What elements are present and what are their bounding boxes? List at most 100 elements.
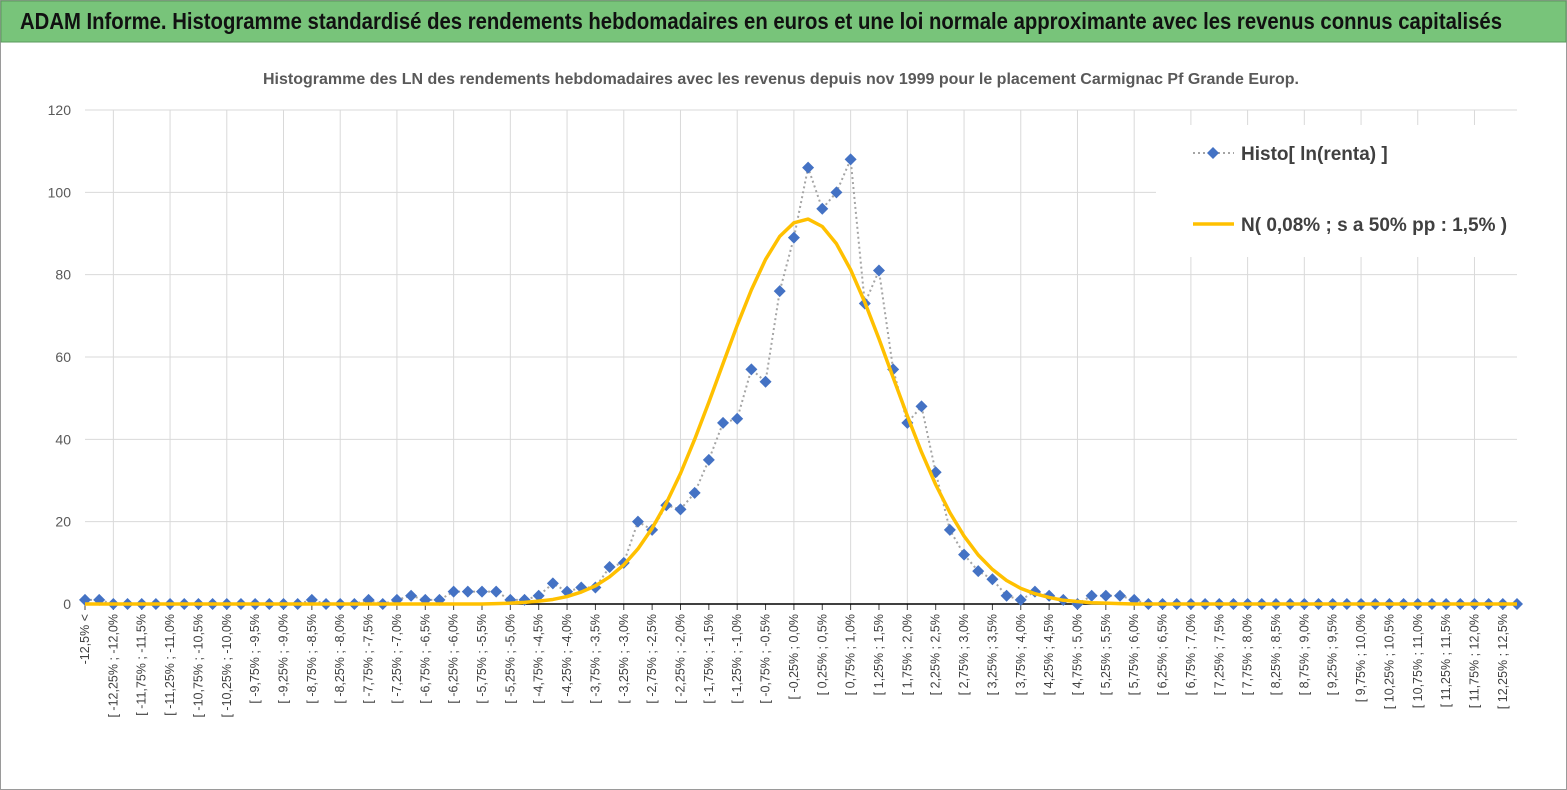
data-point bbox=[1099, 589, 1112, 602]
x-tick-label: [ -0,25% ; 0,0% bbox=[787, 614, 801, 699]
y-tick-label: 80 bbox=[55, 267, 71, 283]
data-point bbox=[759, 375, 772, 388]
x-tick-label: [ 8,25% ; 8,5% bbox=[1269, 614, 1283, 695]
x-tick-label: [ 7,25% ; 7,5% bbox=[1212, 614, 1226, 695]
data-point bbox=[802, 161, 815, 174]
legend: Histo[ ln(renta) ] N( 0,08% ; s a 50% pp … bbox=[1156, 125, 1517, 257]
x-tick-label: [ -6,25% ; -6,0% bbox=[447, 614, 461, 704]
x-tick-label: [ -12,25% ; -12,0% bbox=[106, 614, 120, 718]
data-point bbox=[986, 573, 999, 586]
x-tick-label: [ -5,75% ; -5,5% bbox=[475, 614, 489, 704]
x-tick-label: [ -3,25% ; -3,0% bbox=[617, 614, 631, 704]
x-tick-label: [ 9,25% ; 9,5% bbox=[1326, 614, 1340, 695]
x-tick-label: [ 3,25% ; 3,5% bbox=[985, 614, 999, 695]
data-point bbox=[490, 585, 503, 598]
x-tick-label: [ -8,75% ; -8,5% bbox=[305, 614, 319, 704]
x-tick-label: [ -1,25% ; -1,0% bbox=[730, 614, 744, 704]
x-tick-label: [ 10,25% ; 10,5% bbox=[1382, 614, 1396, 709]
x-tick-label: [ 0,75% ; 1,0% bbox=[844, 614, 858, 695]
x-tick-label: [ -7,75% ; -7,5% bbox=[362, 614, 376, 704]
data-point bbox=[773, 285, 786, 298]
data-point bbox=[872, 264, 885, 277]
legend-box bbox=[1156, 125, 1517, 257]
header-title: ADAM Informe. Histogramme standardisé de… bbox=[20, 8, 1502, 34]
data-point bbox=[688, 486, 701, 499]
x-tick-label: [ -4,25% ; -4,0% bbox=[560, 614, 574, 704]
chart-title: Histogramme des LN des rendements hebdom… bbox=[263, 71, 1299, 88]
data-point bbox=[603, 560, 616, 573]
data-point bbox=[717, 416, 730, 429]
header-bar bbox=[0, 0, 1567, 43]
data-point bbox=[830, 186, 843, 199]
x-tick-label: [ 4,75% ; 5,0% bbox=[1070, 614, 1084, 695]
data-point bbox=[745, 363, 758, 376]
data-point bbox=[972, 565, 985, 578]
x-tick-label: [ 8,75% ; 9,0% bbox=[1297, 614, 1311, 695]
x-tick-label: [ -11,25% ; -11,0% bbox=[163, 614, 177, 716]
data-point bbox=[674, 503, 687, 516]
grid: 0 20 40 60 80 100 120 -12,5% < [ -12,25% ; -12,0… bbox=[48, 102, 1517, 718]
x-tick-label: [ -10,75% ; -10,5% bbox=[191, 614, 205, 718]
x-tick-label: [ 12,25% ; 12,5% bbox=[1496, 614, 1510, 709]
x-tick-label: [ -7,25% ; -7,0% bbox=[390, 614, 404, 704]
x-tick-label: [ 0,25% ; 0,5% bbox=[815, 614, 829, 695]
data-point bbox=[915, 400, 928, 413]
x-tick-label: [ 6,25% ; 6,5% bbox=[1156, 614, 1170, 695]
legend-marker bbox=[1207, 147, 1219, 159]
data-point bbox=[731, 412, 744, 425]
data-point bbox=[943, 523, 956, 536]
data-point bbox=[1014, 593, 1027, 606]
y-tick-label: 20 bbox=[55, 514, 71, 530]
data-point bbox=[958, 548, 971, 561]
x-tick-label: [ 5,75% ; 6,0% bbox=[1127, 614, 1141, 695]
x-tick-label: [ 9,75% ; 10,0% bbox=[1354, 614, 1368, 702]
x-tick-label: [ 1,75% ; 2,0% bbox=[900, 614, 914, 695]
x-tick-label: [ -6,75% ; -6,5% bbox=[418, 614, 432, 704]
data-point bbox=[532, 589, 545, 602]
x-tick-label: [ 7,75% ; 8,0% bbox=[1241, 614, 1255, 695]
y-tick-label: 60 bbox=[55, 349, 71, 365]
x-tick-label: [ -10,25% ; -10,0% bbox=[220, 614, 234, 718]
x-tick-label: [ 2,25% ; 2,5% bbox=[929, 614, 943, 695]
x-tick-label: [ -9,25% ; -9,0% bbox=[276, 614, 290, 704]
data-point bbox=[702, 453, 715, 466]
x-tick-label: [ 4,25% ; 4,5% bbox=[1042, 614, 1056, 695]
x-tick-label: [ -9,75% ; -9,5% bbox=[248, 614, 262, 704]
data-point bbox=[1114, 589, 1127, 602]
x-tick-label: [ -4,75% ; -4,5% bbox=[532, 614, 546, 704]
data-point bbox=[461, 585, 474, 598]
legend-label: N( 0,08% ; s a 50% pp : 1,5% ) bbox=[1241, 215, 1507, 236]
legend-label: Histo[ ln(renta) ] bbox=[1241, 144, 1388, 165]
x-tick-label: [ -5,25% ; -5,0% bbox=[503, 614, 517, 704]
x-tick-label: [ -2,75% ; -2,5% bbox=[645, 614, 659, 704]
x-tick-label: [ 11,25% ; 11,5% bbox=[1439, 614, 1453, 707]
x-tick-label: [ -11,75% ; -11,5% bbox=[135, 614, 149, 716]
data-point bbox=[447, 585, 460, 598]
x-tick-label: [ 3,75% ; 4,0% bbox=[1014, 614, 1028, 695]
plot-area bbox=[79, 153, 1523, 610]
y-tick-label: 0 bbox=[63, 596, 71, 612]
y-tick-label: 40 bbox=[55, 431, 71, 447]
x-tick-label: [ -2,25% ; -2,0% bbox=[673, 614, 687, 704]
data-point bbox=[816, 202, 829, 215]
y-tick-label: 100 bbox=[48, 184, 72, 200]
x-tick-label: [ -8,25% ; -8,0% bbox=[333, 614, 347, 704]
data-point bbox=[1000, 589, 1013, 602]
data-point bbox=[631, 515, 644, 528]
data-point bbox=[546, 577, 559, 590]
x-tick-label: [ -1,75% ; -1,5% bbox=[702, 614, 716, 704]
data-point bbox=[405, 589, 418, 602]
data-point bbox=[475, 585, 488, 598]
y-tick-label: 120 bbox=[48, 102, 72, 118]
x-tick-label: [ 10,75% ; 11,0% bbox=[1411, 614, 1425, 708]
data-point bbox=[787, 231, 800, 244]
x-tick-label: [ 5,25% ; 5,5% bbox=[1099, 614, 1113, 695]
x-tick-label: [ -3,75% ; -3,5% bbox=[588, 614, 602, 704]
x-tick-label: [ 6,75% ; 7,0% bbox=[1184, 614, 1198, 695]
x-tick-label: [ 11,75% ; 12,0% bbox=[1467, 614, 1481, 708]
x-tick-label: [ 2,75% ; 3,0% bbox=[957, 614, 971, 695]
data-point bbox=[1085, 589, 1098, 602]
x-tick-label: -12,5% < bbox=[78, 614, 92, 664]
x-tick-label: [ 1,25% ; 1,5% bbox=[872, 614, 886, 695]
